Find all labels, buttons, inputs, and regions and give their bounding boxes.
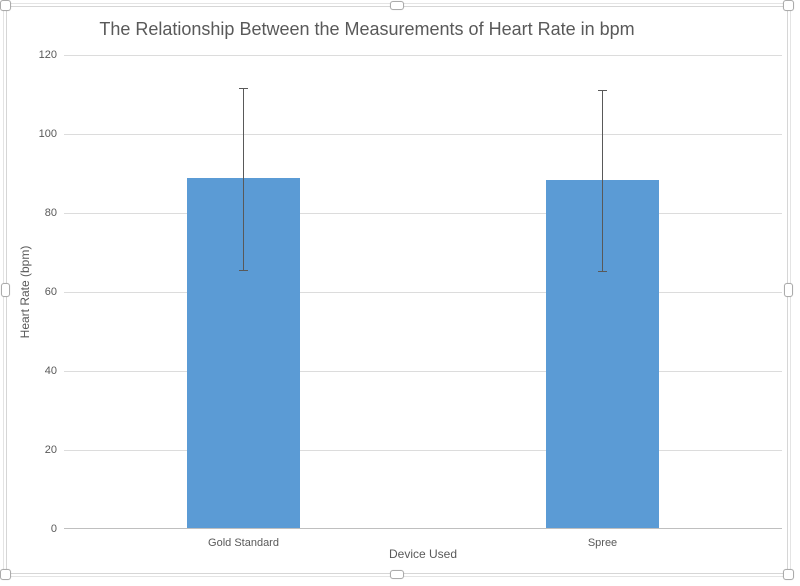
- x-tick-label: Spree: [587, 537, 618, 549]
- selection-handle-nw[interactable]: [0, 0, 11, 11]
- x-axis-line: [64, 528, 782, 529]
- gridline: [64, 291, 782, 293]
- selection-handle-s[interactable]: [390, 570, 404, 579]
- y-tick-label: 20: [44, 444, 57, 456]
- selection-handle-ne[interactable]: [783, 0, 794, 11]
- gridline: [64, 212, 782, 214]
- selection-handle-n[interactable]: [390, 1, 404, 10]
- y-tick-label: 40: [44, 365, 57, 377]
- chart-title[interactable]: The Relationship Between the Measurement…: [99, 19, 635, 39]
- x-axis-title[interactable]: Device Used: [388, 547, 458, 561]
- error-bar-cap: [239, 87, 248, 89]
- y-tick-label: 120: [38, 49, 57, 61]
- error-bar-cap: [598, 271, 607, 273]
- gridline: [64, 370, 782, 372]
- selection-handle-se[interactable]: [783, 569, 794, 580]
- selection-handle-sw[interactable]: [0, 569, 11, 580]
- gridline: [64, 54, 782, 56]
- y-tick-label: 0: [50, 523, 57, 535]
- y-tick-label: 100: [38, 128, 57, 140]
- error-bar-cap: [598, 90, 607, 92]
- y-tick-label: 60: [44, 286, 57, 298]
- x-tick-label: Gold Standard: [208, 537, 279, 549]
- error-bar[interactable]: [602, 90, 603, 272]
- y-tick-label: 80: [44, 207, 57, 219]
- selection-handle-w[interactable]: [1, 283, 10, 297]
- plot-area[interactable]: [64, 54, 782, 529]
- selection-handle-e[interactable]: [784, 283, 793, 297]
- error-bar-cap: [239, 269, 248, 271]
- gridline: [64, 449, 782, 451]
- y-axis-tick-labels: 0 20 40 60 80 100 120: [7, 49, 57, 535]
- error-bar[interactable]: [243, 87, 244, 270]
- gridline: [64, 133, 782, 135]
- x-axis-tick-labels: Gold Standard Spree: [64, 537, 782, 551]
